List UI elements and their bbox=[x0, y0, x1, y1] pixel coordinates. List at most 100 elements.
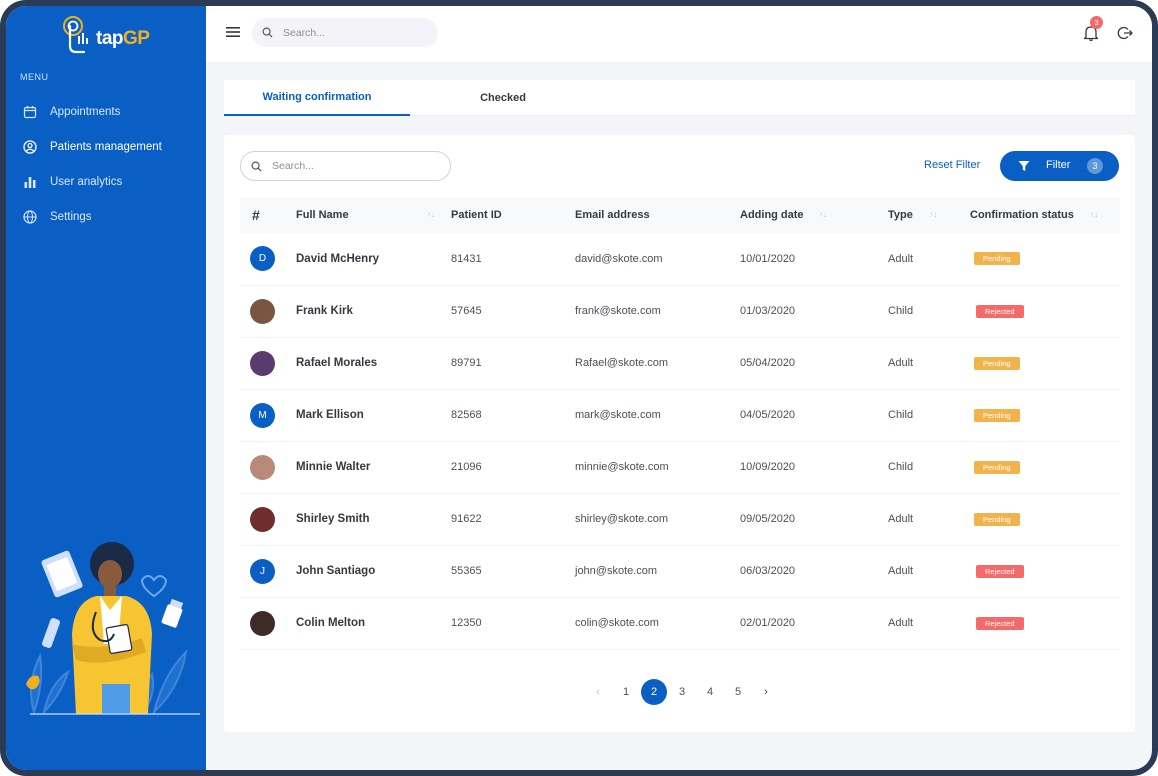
table-search-input[interactable] bbox=[272, 160, 412, 172]
patient-name[interactable]: John Santiago bbox=[296, 545, 451, 598]
status-cell: Pending bbox=[970, 233, 1120, 286]
col-adding-date[interactable]: Adding date ↑↓ bbox=[740, 197, 888, 233]
menu-title: MENU bbox=[20, 72, 49, 82]
avatar-cell: J bbox=[240, 545, 296, 598]
global-search bbox=[252, 18, 438, 47]
funnel-icon bbox=[1018, 161, 1030, 171]
sidebar-menu: Appointments Patients management User an… bbox=[6, 94, 206, 234]
status-badge: Rejected bbox=[976, 616, 1024, 630]
sidebar-item-label: User analytics bbox=[50, 175, 123, 188]
table-row[interactable]: D David McHenry 81431 david@skote.com 10/01/… bbox=[240, 233, 1120, 286]
patient-email: Rafael@skote.com bbox=[575, 337, 740, 390]
pagination-page-5[interactable]: 5 bbox=[734, 686, 742, 698]
patient-id: 82568 bbox=[451, 389, 575, 442]
search-icon bbox=[251, 161, 262, 172]
filter-label: Filter bbox=[1046, 159, 1071, 171]
globe-icon bbox=[23, 209, 37, 224]
patient-email: mark@skote.com bbox=[575, 389, 740, 442]
patient-id: 55365 bbox=[451, 545, 575, 598]
logo[interactable]: tapGP bbox=[62, 14, 172, 64]
avatar bbox=[250, 610, 275, 636]
sort-icon[interactable]: ↑↓ bbox=[427, 210, 435, 219]
col-full-name[interactable]: Full Name ↑↓ bbox=[296, 197, 451, 233]
avatar: M bbox=[250, 402, 275, 428]
pagination: ‹ 1 2 3 4 5 › bbox=[584, 679, 780, 705]
sidebar-item-analytics[interactable]: User analytics bbox=[6, 164, 206, 199]
avatar-cell: M bbox=[240, 389, 296, 442]
table-row[interactable]: Minnie Walter 21096 minnie@skote.com 10/09/… bbox=[240, 441, 1120, 494]
reset-filter-link[interactable]: Reset Filter bbox=[924, 159, 981, 171]
pagination-page-3[interactable]: 3 bbox=[678, 686, 686, 698]
avatar-cell bbox=[240, 285, 296, 338]
status-cell: Rejected bbox=[970, 597, 1120, 650]
patient-name[interactable]: David McHenry bbox=[296, 233, 451, 286]
search-icon bbox=[262, 27, 273, 38]
global-search-input[interactable] bbox=[283, 26, 423, 39]
table-row[interactable]: J John Santiago 55365 john@skote.com 06/03/2… bbox=[240, 545, 1120, 598]
brand-name: tapGP bbox=[96, 28, 150, 49]
adding-date: 04/05/2020 bbox=[740, 389, 888, 442]
sidebar-item-patients[interactable]: Patients management bbox=[6, 129, 206, 164]
pagination-page-4[interactable]: 4 bbox=[706, 686, 714, 698]
col-confirmation-status[interactable]: Confirmation status ↑↓ bbox=[970, 197, 1120, 233]
patient-type: Adult bbox=[888, 493, 970, 546]
pagination-page-2[interactable]: 2 bbox=[641, 679, 667, 705]
patient-name[interactable]: Colin Melton bbox=[296, 597, 451, 650]
table-row[interactable]: Frank Kirk 57645 frank@skote.com 01/03/2020… bbox=[240, 285, 1120, 338]
patient-name[interactable]: Shirley Smith bbox=[296, 493, 451, 546]
filter-count-badge: 3 bbox=[1087, 158, 1103, 174]
pagination-next[interactable]: › bbox=[764, 686, 768, 698]
table-row[interactable]: M Mark Ellison 82568 mark@skote.com 04/05/20… bbox=[240, 389, 1120, 442]
doctor-illustration bbox=[26, 542, 200, 716]
col-type[interactable]: Type ↑↓ bbox=[888, 197, 970, 233]
patient-type: Adult bbox=[888, 337, 970, 390]
notification-badge: 3 bbox=[1090, 16, 1103, 29]
patient-type: Child bbox=[888, 441, 970, 494]
filter-button[interactable]: Filter 3 bbox=[1000, 151, 1119, 181]
patient-name[interactable]: Frank Kirk bbox=[296, 285, 451, 338]
patient-email: shirley@skote.com bbox=[575, 493, 740, 546]
pagination-prev[interactable]: ‹ bbox=[596, 686, 600, 698]
status-badge: Rejected bbox=[976, 304, 1024, 318]
sidebar-item-settings[interactable]: Settings bbox=[6, 199, 206, 234]
table-body: D David McHenry 81431 david@skote.com 10/01/… bbox=[240, 233, 1120, 650]
table-row[interactable]: Shirley Smith 91622 shirley@skote.com 09/05… bbox=[240, 493, 1120, 546]
tabs-bar: Waiting confirmation Checked bbox=[224, 80, 1135, 116]
adding-date: 10/01/2020 bbox=[740, 233, 888, 286]
avatar bbox=[250, 454, 275, 480]
pagination-page-1[interactable]: 1 bbox=[622, 686, 630, 698]
sidebar-item-label: Patients management bbox=[50, 140, 162, 153]
tab-waiting-confirmation[interactable]: Waiting confirmation bbox=[224, 80, 410, 116]
patient-name[interactable]: Rafael Morales bbox=[296, 337, 451, 390]
patient-type: Adult bbox=[888, 233, 970, 286]
sidebar-item-label: Settings bbox=[50, 210, 92, 223]
patient-name[interactable]: Minnie Walter bbox=[296, 441, 451, 494]
table-row[interactable]: Rafael Morales 89791 Rafael@skote.com 05/04… bbox=[240, 337, 1120, 390]
status-badge: Pending bbox=[974, 512, 1020, 526]
logout-icon[interactable] bbox=[1117, 25, 1133, 41]
sort-icon[interactable]: ↑↓ bbox=[1090, 210, 1098, 219]
adding-date: 01/03/2020 bbox=[740, 285, 888, 338]
table-row[interactable]: Colin Melton 12350 colin@skote.com 02/01/20… bbox=[240, 597, 1120, 650]
table-header-row: # Full Name ↑↓ Patient ID Email address A… bbox=[240, 197, 1120, 233]
sidebar-item-appointments[interactable]: Appointments bbox=[6, 94, 206, 129]
user-circle-icon bbox=[23, 139, 37, 154]
status-badge: Pending bbox=[974, 408, 1020, 422]
patient-id: 81431 bbox=[451, 233, 575, 286]
calendar-icon bbox=[23, 105, 37, 118]
status-cell: Rejected bbox=[970, 285, 1120, 338]
patient-name[interactable]: Mark Ellison bbox=[296, 389, 451, 442]
avatar: D bbox=[250, 246, 275, 272]
tap-hand-icon bbox=[63, 16, 88, 54]
sort-icon[interactable]: ↑↓ bbox=[929, 210, 937, 219]
tab-checked[interactable]: Checked bbox=[480, 92, 526, 104]
sidebar: tapGP MENU Appointments Patients managem… bbox=[6, 6, 206, 770]
patient-type: Adult bbox=[888, 597, 970, 650]
col-index: # bbox=[240, 197, 296, 233]
sidebar-item-label: Appointments bbox=[50, 105, 121, 118]
avatar bbox=[250, 506, 275, 532]
sort-icon[interactable]: ↑↓ bbox=[819, 210, 827, 219]
hamburger-menu-icon[interactable] bbox=[226, 26, 240, 38]
avatar-cell bbox=[240, 337, 296, 390]
